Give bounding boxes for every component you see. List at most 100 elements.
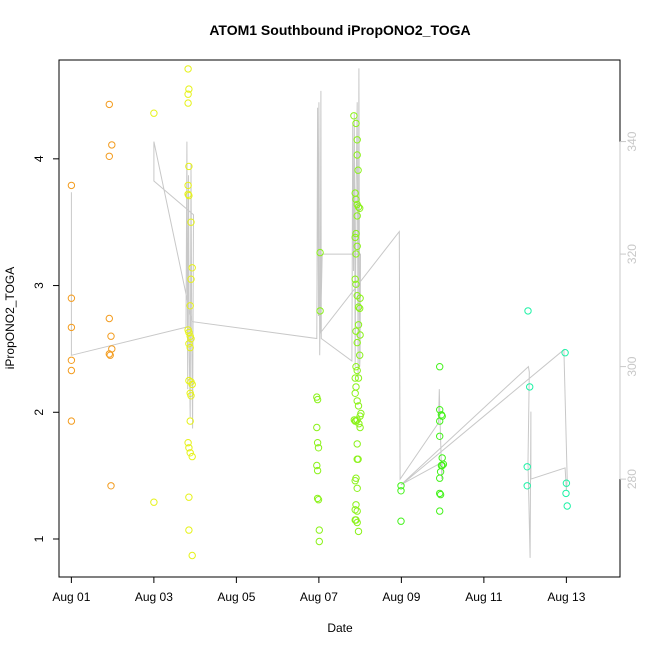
data-point xyxy=(184,90,192,98)
data-point xyxy=(316,307,324,315)
data-point xyxy=(351,477,359,485)
y-tick-label: 4 xyxy=(32,155,46,162)
data-point xyxy=(353,212,361,220)
data-point xyxy=(352,363,360,371)
data-point xyxy=(186,449,194,457)
data-point xyxy=(439,460,448,468)
y-tick-label: 3 xyxy=(32,282,46,289)
x-tick-label: Aug 13 xyxy=(547,590,585,604)
data-point xyxy=(436,490,445,499)
data-point xyxy=(356,331,364,339)
data-point xyxy=(313,439,322,447)
data-point xyxy=(67,366,76,375)
data-point xyxy=(356,294,364,302)
data-point xyxy=(353,440,361,448)
data-point xyxy=(561,349,569,357)
data-point xyxy=(107,482,115,490)
data-point xyxy=(354,203,363,211)
data-point xyxy=(562,489,570,498)
secondary-trace-line xyxy=(70,68,568,558)
x-tick-label: Aug 05 xyxy=(217,590,255,604)
data-point xyxy=(185,340,193,348)
data-point xyxy=(436,474,444,482)
x-tick-label: Aug 11 xyxy=(465,590,502,604)
data-point xyxy=(185,493,193,501)
data-point xyxy=(187,335,195,343)
data-point xyxy=(314,444,323,452)
y-axis: 1 2 3 4 xyxy=(32,155,60,542)
data-point xyxy=(188,380,196,389)
data-point xyxy=(356,204,364,213)
y-axis-label: iPropONO2_TOGA xyxy=(3,267,17,369)
data-point xyxy=(436,489,444,498)
data-point xyxy=(353,136,361,144)
data-point xyxy=(313,395,322,404)
data-point xyxy=(185,328,193,337)
data-point xyxy=(314,496,323,504)
data-point xyxy=(523,482,531,490)
data-point xyxy=(354,374,363,382)
data-point xyxy=(350,112,358,120)
data-point xyxy=(313,466,322,475)
data-point xyxy=(185,444,193,452)
data-point xyxy=(353,397,361,405)
data-point xyxy=(524,307,532,315)
data-point xyxy=(563,502,571,510)
data-point xyxy=(187,275,195,283)
data-point xyxy=(353,416,361,424)
data-point xyxy=(187,218,195,226)
y-tick-label: 1 xyxy=(32,535,46,542)
data-point xyxy=(354,402,363,410)
data-point xyxy=(353,455,361,463)
data-point xyxy=(67,356,76,364)
data-point xyxy=(185,526,193,534)
data-point xyxy=(353,484,361,492)
right-tick-label: 280 xyxy=(625,469,639,489)
data-point xyxy=(356,351,364,359)
data-point xyxy=(354,303,363,311)
data-point xyxy=(107,332,115,340)
data-point xyxy=(436,432,444,440)
data-point xyxy=(315,526,323,534)
x-tick-label: Aug 01 xyxy=(52,590,90,604)
data-point xyxy=(352,119,360,128)
data-point xyxy=(355,420,363,428)
data-point xyxy=(356,304,364,313)
data-point xyxy=(356,423,364,432)
data-point xyxy=(353,242,361,251)
data-point xyxy=(352,229,360,238)
data-point xyxy=(436,417,444,425)
data-point xyxy=(353,366,361,375)
data-point xyxy=(187,392,195,400)
data-point xyxy=(188,551,196,560)
data-point xyxy=(523,463,531,471)
data-point xyxy=(352,250,360,258)
data-point xyxy=(354,166,362,174)
data-point xyxy=(351,374,359,382)
data-point xyxy=(67,294,76,302)
x-tick-label: Aug 09 xyxy=(382,590,420,604)
data-point xyxy=(184,181,192,190)
data-point xyxy=(353,518,361,527)
data-point xyxy=(186,343,194,352)
data-point xyxy=(353,507,361,515)
data-point xyxy=(353,338,361,347)
data-point xyxy=(186,417,194,425)
data-point xyxy=(313,494,322,503)
data-point xyxy=(397,482,405,490)
data-point xyxy=(354,321,363,329)
data-point xyxy=(353,151,361,159)
data-point xyxy=(184,439,192,447)
data-point xyxy=(67,181,76,190)
data-point xyxy=(108,141,116,149)
data-point xyxy=(562,479,571,487)
data-point xyxy=(313,461,321,470)
data-point xyxy=(184,99,192,107)
data-point xyxy=(188,452,196,461)
data-point xyxy=(185,162,193,171)
data-point xyxy=(397,487,405,495)
data-point xyxy=(526,383,534,391)
data-point xyxy=(436,507,444,515)
